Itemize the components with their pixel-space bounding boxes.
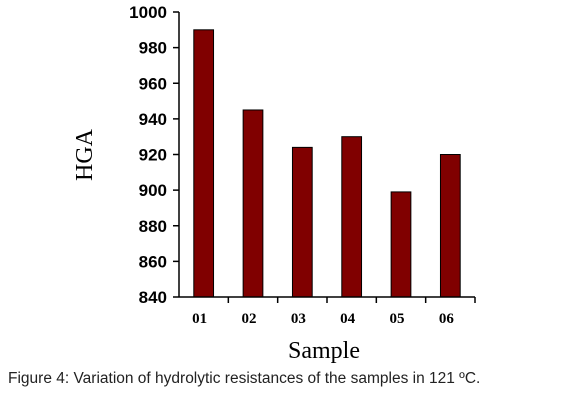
x-axis-title: Sample [288,338,360,364]
y-tick-label: 940 [139,110,167,129]
y-tick-label: 980 [139,39,167,58]
x-tick-label: 04 [340,311,356,327]
bar-sample-04 [341,136,363,298]
y-tick-label: 900 [139,181,167,200]
y-tick-label: 880 [139,217,167,236]
x-tick-label: 02 [242,311,257,327]
bars [193,29,461,298]
y-tick-label: 960 [139,74,167,93]
bar-sample-03 [291,146,313,298]
x-axis-ticks: 01 02 03 04 05 06 [192,297,476,327]
x-tick-label: 06 [439,311,455,327]
bar-sample-02 [242,109,264,298]
y-axis-ticks: 840 860 880 900 920 940 960 980 1000 [129,3,179,307]
y-tick-label: 860 [139,252,167,271]
bar-sample-06 [439,154,461,298]
bar-sample-01 [193,29,215,298]
bar-sample-05 [390,191,412,298]
y-tick-label: 840 [139,288,167,307]
x-tick-label: 03 [291,311,306,327]
y-tick-label: 1000 [129,3,167,22]
x-tick-label: 01 [192,311,207,327]
x-tick-label: 05 [390,311,405,327]
y-tick-label: 920 [139,146,167,165]
y-axis-title: HGA [72,128,98,181]
figure-caption: Figure 4: Variation of hydrolytic resist… [8,370,481,387]
